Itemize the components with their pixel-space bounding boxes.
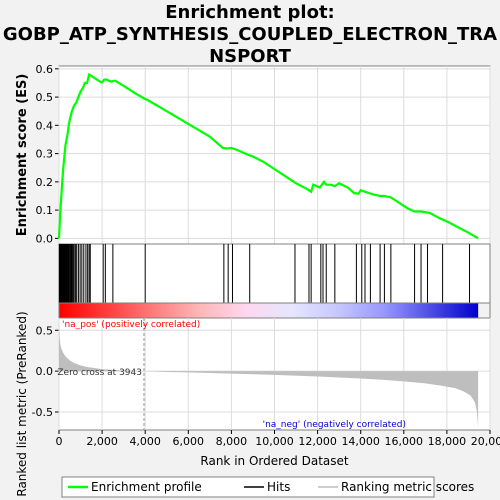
legend-label: Enrichment profile bbox=[91, 480, 202, 494]
legend-label: Ranking metric scores bbox=[341, 480, 474, 494]
x-tick-label: 8,000 bbox=[216, 435, 248, 448]
es-axis-label: Enrichment score (ES) bbox=[15, 74, 30, 237]
x-tick-label: 20,000 bbox=[471, 435, 500, 448]
negative-correlation-label: 'na_neg' (negatively correlated) bbox=[263, 420, 406, 430]
title-line-1: Enrichment plot: bbox=[165, 2, 335, 23]
x-tick-label: 16,000 bbox=[385, 435, 424, 448]
es-tick-label: 0.6 bbox=[36, 63, 54, 76]
metric-tick-label: -0.5 bbox=[32, 406, 53, 419]
hits-panel bbox=[58, 243, 491, 304]
metric-axis-label: Ranked list metric (PreRanked) bbox=[15, 311, 29, 496]
title-line-3: NSPORT bbox=[209, 46, 292, 67]
x-tick-label: 6,000 bbox=[173, 435, 205, 448]
positive-correlation-label: 'na_pos' (positively correlated) bbox=[62, 320, 200, 330]
es-tick-label: 0.5 bbox=[36, 91, 54, 104]
metric-panel: 0.5 0.0 -0.5 bbox=[32, 317, 491, 431]
x-tick-label: 10,000 bbox=[255, 435, 294, 448]
x-tick-label: 12,000 bbox=[298, 435, 337, 448]
enrichment-profile-line bbox=[57, 72, 479, 240]
legend-label: Hits bbox=[267, 480, 290, 494]
legend: Enrichment profile Hits Ranking metric sco… bbox=[61, 476, 474, 498]
es-tick-label: 0.0 bbox=[36, 232, 54, 245]
es-tick-label: 0.3 bbox=[36, 148, 54, 161]
x-axis-label: Rank in Ordered Dataset bbox=[200, 454, 348, 468]
x-tick-label: 14,000 bbox=[341, 435, 380, 448]
metric-tick-label: 0.0 bbox=[36, 365, 54, 378]
x-axis: 0 2,000 4,000 6,000 8,000 10,000 12,000 14,000 1… bbox=[56, 430, 500, 448]
x-tick-label: 4,000 bbox=[129, 435, 161, 448]
es-tick-label: 0.2 bbox=[36, 176, 54, 189]
zero-cross-label: Zero cross at 3943 bbox=[57, 368, 142, 378]
es-panel: 0.0 0.1 0.2 0.3 0.4 0.5 0.6 bbox=[36, 63, 491, 245]
title-line-2: GOBP_ATP_SYNTHESIS_COUPLED_ELECTRON_TRA bbox=[3, 24, 497, 45]
x-tick-label: 18,000 bbox=[428, 435, 467, 448]
ranking-metric-area bbox=[59, 322, 479, 429]
es-tick-label: 0.4 bbox=[36, 119, 54, 132]
hits-area bbox=[58, 243, 491, 304]
colorbar-rect bbox=[59, 303, 479, 318]
x-tick-label: 2,000 bbox=[86, 435, 118, 448]
x-tick-label: 0 bbox=[56, 435, 63, 448]
rank-colorbar bbox=[58, 302, 491, 319]
chart-title: Enrichment plot:GOBP_ATP_SYNTHESIS_COUPL… bbox=[3, 2, 497, 67]
metric-tick-label: 0.5 bbox=[36, 324, 54, 337]
es-tick-label: 0.1 bbox=[36, 204, 54, 217]
